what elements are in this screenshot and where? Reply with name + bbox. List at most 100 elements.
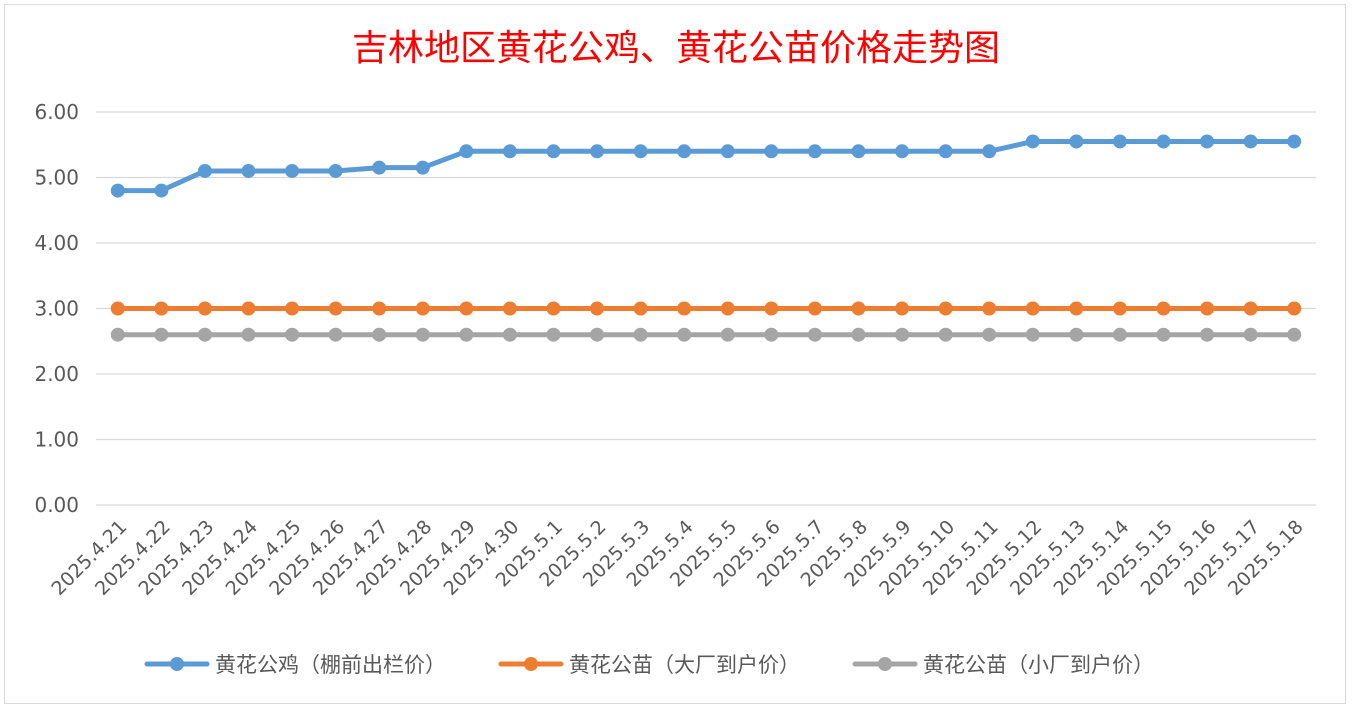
chart-title: 吉林地区黄花公鸡、黄花公苗价格走势图 <box>352 28 1000 69</box>
data-point <box>895 144 910 159</box>
data-point <box>807 301 822 316</box>
legend-marker <box>878 657 892 671</box>
y-axis-ticks: 0.00 1.00 2.00 3.00 4.00 5.00 6.00 <box>34 100 79 517</box>
legend-label: 黄花公鸡（棚前出栏价） <box>215 653 446 677</box>
data-point <box>1112 134 1127 149</box>
series-1 <box>110 134 1302 198</box>
data-point <box>982 301 997 316</box>
data-point <box>677 301 692 316</box>
data-point <box>590 327 605 342</box>
series-line <box>115 138 1297 194</box>
data-point <box>546 327 561 342</box>
data-point <box>285 163 300 178</box>
data-point <box>154 183 169 198</box>
data-point <box>502 327 517 342</box>
y-tick-label: 4.00 <box>34 231 79 255</box>
legend-label: 黄花公苗（大厂到户价） <box>569 653 800 677</box>
y-tick-label: 5.00 <box>34 166 79 190</box>
data-point <box>154 327 169 342</box>
data-point <box>1025 301 1040 316</box>
data-point <box>938 144 953 159</box>
legend: 黄花公鸡（棚前出栏价） 黄花公苗（大厂到户价） 黄花公苗（小厂到户价） <box>144 653 1154 677</box>
series-3 <box>110 327 1302 342</box>
data-point <box>938 327 953 342</box>
data-point <box>720 144 735 159</box>
data-point <box>1287 327 1302 342</box>
data-point <box>372 301 387 316</box>
data-point <box>1069 301 1084 316</box>
chart-frame <box>4 4 1346 704</box>
data-point <box>197 301 212 316</box>
data-point <box>1287 134 1302 149</box>
legend-item: 黄花公苗（小厂到户价） <box>852 653 1154 677</box>
data-point <box>807 144 822 159</box>
data-point <box>895 301 910 316</box>
legend-label: 黄花公苗（小厂到户价） <box>923 653 1154 677</box>
data-point <box>241 163 256 178</box>
data-point <box>546 301 561 316</box>
data-point <box>1156 327 1171 342</box>
data-point <box>633 301 648 316</box>
data-point <box>1156 134 1171 149</box>
data-point <box>459 144 474 159</box>
data-point <box>1200 327 1215 342</box>
data-point <box>285 301 300 316</box>
data-point <box>502 301 517 316</box>
data-point <box>328 301 343 316</box>
data-point <box>764 144 779 159</box>
data-point <box>328 163 343 178</box>
data-point <box>677 144 692 159</box>
data-point <box>285 327 300 342</box>
data-point <box>241 327 256 342</box>
data-point <box>1112 327 1127 342</box>
series-2 <box>110 301 1302 316</box>
data-point <box>1156 301 1171 316</box>
data-point <box>110 301 125 316</box>
data-point <box>459 327 474 342</box>
data-point <box>415 301 430 316</box>
data-point <box>197 163 212 178</box>
data-point <box>590 144 605 159</box>
data-point <box>1025 327 1040 342</box>
x-axis-ticks: 2025.4.212025.4.222025.4.232025.4.242025… <box>47 516 1307 600</box>
data-point <box>633 144 648 159</box>
gridlines <box>96 111 1316 506</box>
data-point <box>459 301 474 316</box>
legend-marker <box>524 657 538 671</box>
y-tick-label: 0.00 <box>34 493 79 517</box>
data-point <box>1200 301 1215 316</box>
data-point <box>895 327 910 342</box>
data-point <box>764 327 779 342</box>
legend-item: 黄花公苗（大厂到户价） <box>498 653 800 677</box>
data-point <box>372 160 387 175</box>
data-point <box>807 327 822 342</box>
data-point <box>764 301 779 316</box>
y-tick-label: 6.00 <box>34 100 79 124</box>
data-point <box>851 327 866 342</box>
data-point <box>241 301 256 316</box>
y-tick-label: 2.00 <box>34 362 79 386</box>
data-point <box>415 160 430 175</box>
data-point <box>720 327 735 342</box>
data-point <box>415 327 430 342</box>
y-tick-label: 1.00 <box>34 428 79 452</box>
data-point <box>590 301 605 316</box>
data-point <box>1243 134 1258 149</box>
data-point <box>1069 327 1084 342</box>
data-point <box>982 144 997 159</box>
data-point <box>110 183 125 198</box>
data-point <box>502 144 517 159</box>
data-point <box>1243 327 1258 342</box>
legend-item: 黄花公鸡（棚前出栏价） <box>144 653 446 677</box>
data-point <box>372 327 387 342</box>
data-point <box>851 144 866 159</box>
data-point <box>328 327 343 342</box>
legend-marker <box>170 657 184 671</box>
data-point <box>982 327 997 342</box>
data-point <box>1243 301 1258 316</box>
data-point <box>197 327 212 342</box>
data-point <box>110 327 125 342</box>
series-group <box>110 134 1302 342</box>
data-point <box>720 301 735 316</box>
